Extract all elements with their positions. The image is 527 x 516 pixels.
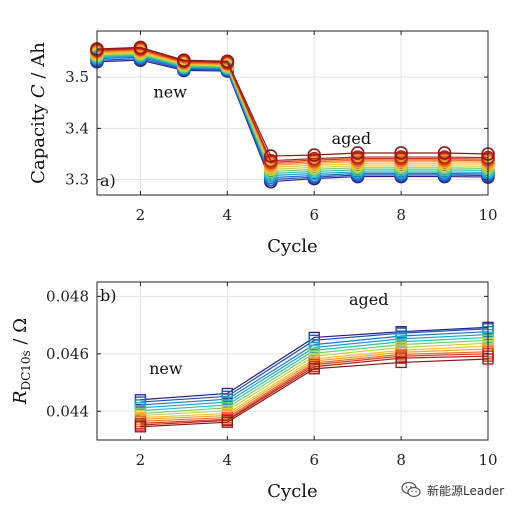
- y-axis-label-a-var: C: [28, 84, 49, 98]
- data-point: [350, 150, 365, 164]
- series-line: [140, 339, 489, 415]
- data-point: [350, 146, 365, 160]
- series-line: [140, 328, 489, 403]
- series-line: [140, 345, 489, 419]
- series-line: [140, 353, 489, 424]
- x-tick-label: 4: [223, 451, 233, 469]
- watermark-text: 新能源Leader: [427, 483, 505, 498]
- series-line: [96, 52, 489, 170]
- series-12: [134, 353, 494, 433]
- y-axis-label-a-text: Capacity: [28, 98, 49, 184]
- annotation-aged-b: aged: [349, 290, 389, 309]
- y-tick-label: 0.044: [46, 402, 89, 420]
- annotation-new-b: new: [149, 359, 183, 378]
- series-group-a: [90, 40, 495, 189]
- x-axis-label-a: Cycle: [267, 236, 317, 257]
- series-line: [140, 333, 489, 409]
- series-line: [96, 46, 489, 157]
- data-point: [307, 148, 322, 162]
- series-line: [140, 326, 489, 401]
- series-line: [96, 50, 489, 166]
- series-line: [96, 48, 489, 163]
- series-line: [96, 59, 489, 183]
- x-tick-label: 10: [478, 206, 497, 224]
- series-group-b: [134, 321, 494, 433]
- series-8: [90, 44, 495, 173]
- x-tick-label: 2: [136, 206, 146, 224]
- series-line: [96, 56, 489, 179]
- chart-panel-a: 2 4 6 8 10 3.3 3.4 3.5 a) new aged Cycle Capaci…: [28, 30, 498, 257]
- series-line: [96, 53, 489, 173]
- data-point: [395, 356, 407, 369]
- data-point: [220, 54, 235, 69]
- data-point: [307, 151, 322, 166]
- series-12: [90, 40, 495, 163]
- data-point: [263, 149, 278, 163]
- annotation-aged-a: aged: [332, 129, 372, 148]
- annotation-new-a: new: [153, 83, 187, 102]
- ticks-a: 2 4 6 8 10 3.3 3.4 3.5: [65, 31, 498, 224]
- series-line: [96, 51, 489, 168]
- data-point: [394, 150, 408, 164]
- ticks-b: 2 4 6 8 10 0.044 0.046 0.048: [46, 282, 498, 469]
- y-axis-label-b-subscript: DC10s: [19, 350, 33, 390]
- x-tick-label: 6: [309, 451, 319, 469]
- data-point: [437, 150, 452, 164]
- y-tick-label: 3.3: [65, 171, 89, 189]
- series-line: [96, 58, 489, 181]
- series-line: [140, 358, 489, 428]
- series-line: [96, 54, 489, 175]
- x-tick-label: 8: [396, 206, 406, 224]
- series-7: [90, 45, 495, 175]
- y-tick-label: 0.046: [46, 345, 89, 363]
- x-tick-label: 10: [478, 451, 497, 469]
- plot-frame-a: [96, 30, 489, 196]
- data-point: [133, 40, 148, 55]
- panel-label-a: a): [100, 171, 116, 190]
- series-line: [140, 331, 489, 406]
- data-point: [221, 416, 233, 428]
- series-line: [96, 49, 489, 165]
- x-tick-label: 2: [136, 451, 146, 469]
- y-axis-label-a-unit: / Ah: [28, 42, 49, 85]
- watermark: 新能源Leader: [401, 481, 504, 499]
- data-point: [308, 363, 320, 375]
- series-line: [96, 47, 489, 162]
- y-tick-label: 3.5: [65, 68, 89, 86]
- y-tick-label: 3.4: [65, 119, 89, 137]
- panel-label-b: b): [100, 286, 116, 305]
- y-axis-label-b: RDC10s / Ω: [10, 318, 33, 405]
- x-axis-label-b: Cycle: [267, 481, 317, 502]
- series-line: [140, 336, 489, 412]
- series-line: [140, 355, 489, 426]
- x-tick-label: 4: [223, 206, 233, 224]
- wechat-icon: [401, 481, 421, 499]
- y-axis-label-a: Capacity C / Ah: [28, 42, 49, 184]
- series-line: [140, 348, 489, 420]
- x-tick-label: 6: [309, 206, 319, 224]
- y-axis-label-b-unit: / Ω: [10, 318, 31, 350]
- series-line: [140, 351, 489, 422]
- data-point: [134, 421, 147, 433]
- plot-frame-b: [96, 281, 489, 441]
- y-axis-label-b-var: R: [10, 391, 31, 406]
- y-tick-label: 0.048: [46, 287, 89, 305]
- data-point: [394, 146, 408, 160]
- data-point: [177, 53, 191, 68]
- x-tick-label: 8: [396, 451, 406, 469]
- data-point: [437, 146, 452, 160]
- series-line: [96, 55, 489, 177]
